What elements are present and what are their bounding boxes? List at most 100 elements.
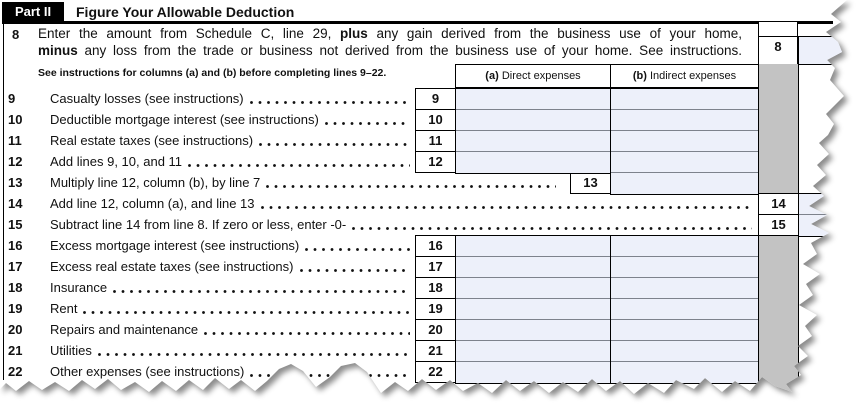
line-8-box-spacer <box>758 22 798 37</box>
line-17-indirect-expense-field[interactable] <box>611 257 758 278</box>
line-16-indirect-expense-field[interactable] <box>611 236 758 257</box>
line-22-indirect-expense-field[interactable] <box>611 362 758 383</box>
column-a-label: Direct expenses <box>501 70 581 82</box>
line-16-direct-expense-field[interactable] <box>456 236 610 257</box>
dot-leader <box>83 311 410 314</box>
line-8-text-line: Enter the amount from Schedule C, line 2… <box>38 25 742 42</box>
line-20-indirect-expense-field[interactable] <box>611 320 758 341</box>
entry-column <box>455 235 611 384</box>
line-19-indirect-expense-field[interactable] <box>611 299 758 320</box>
line-10-direct-expense-field[interactable] <box>456 110 610 131</box>
entry-column <box>798 193 847 237</box>
line-8-bold-word: plus <box>340 26 368 41</box>
row-label-10: Deductible mortgage interest (see instru… <box>50 112 319 127</box>
columns-instruction-note: See instructions for columns (a) and (b)… <box>38 67 387 79</box>
row-number-17: 17 <box>8 259 23 274</box>
row-number-12: 12 <box>8 154 23 169</box>
row-label-12: Add lines 9, 10, and 11 <box>50 154 183 169</box>
line-10-indirect-expense-field[interactable] <box>611 110 758 131</box>
row-label-wrap-9: Casualty losses (see instructions) <box>50 88 410 109</box>
line-9-indirect-expense-field[interactable] <box>611 89 758 110</box>
row-label-wrap-20: Repairs and maintenance <box>50 319 410 340</box>
line-18-box-number: 18 <box>415 277 456 299</box>
form-left-border <box>3 24 4 380</box>
line-11-direct-expense-field[interactable] <box>456 131 610 152</box>
row-label-14: Add line 12, column (a), and line 13 <box>50 196 255 211</box>
line-21-indirect-expense-field[interactable] <box>611 341 758 362</box>
line-8-text-segment: Enter the amount from Schedule C, line 2… <box>38 26 341 41</box>
row-label-wrap-22: Other expenses (see instructions) <box>50 361 410 382</box>
row-label-9: Casualty losses (see instructions) <box>50 91 244 106</box>
line-11-indirect-expense-field[interactable] <box>611 131 758 152</box>
line-17-box-number: 17 <box>415 256 456 278</box>
line-17-direct-expense-field[interactable] <box>456 257 610 278</box>
part-title: Figure Your Allowable Deduction <box>76 4 295 20</box>
line-8-text-segment: any loss from the trade or business not … <box>77 43 742 58</box>
line-10-box-number: 10 <box>415 109 456 131</box>
line-15-amount-field[interactable] <box>799 215 847 236</box>
line-22-box-number: 22 <box>415 361 456 383</box>
row-number-11: 11 <box>8 133 22 148</box>
dot-leader <box>250 374 410 377</box>
line-18-indirect-expense-field[interactable] <box>611 278 758 299</box>
line-9-direct-expense-field[interactable] <box>456 89 610 110</box>
row-label-wrap-11: Real estate taxes (see instructions) <box>50 130 410 151</box>
line-8-number: 8 <box>12 27 20 42</box>
entry-column <box>610 235 759 384</box>
entry-column <box>610 88 759 195</box>
shaded-column-lower <box>758 235 799 394</box>
line-20-direct-expense-field[interactable] <box>456 320 610 341</box>
line-13-box-number: 13 <box>570 172 611 194</box>
row-number-9: 9 <box>8 91 16 106</box>
line-13-indirect-expense-field[interactable] <box>611 173 758 194</box>
row-label-wrap-10: Deductible mortgage interest (see instru… <box>50 109 410 130</box>
dot-leader <box>352 227 752 230</box>
row-label-21: Utilities <box>50 343 92 358</box>
row-number-21: 21 <box>8 343 23 358</box>
column-header-indirect: (b) Indirect expenses <box>610 64 759 88</box>
column-b-prefix: (b) <box>632 70 647 82</box>
row-label-wrap-15: Subtract line 14 from line 8. If zero or… <box>50 214 752 235</box>
line-8-text-line: minus any loss from the trade or busines… <box>38 42 742 59</box>
line-8-amount-field[interactable] <box>798 36 847 65</box>
row-label-wrap-21: Utilities <box>50 340 410 361</box>
part-label: Part II <box>14 4 52 19</box>
line-9-box-number: 9 <box>415 88 456 110</box>
line-19-box-number: 19 <box>415 298 456 320</box>
line-12-direct-expense-field[interactable] <box>456 152 610 173</box>
line-18-direct-expense-field[interactable] <box>456 278 610 299</box>
line-11-box-number: 11 <box>415 130 456 152</box>
line-20-box-number: 20 <box>415 319 456 341</box>
row-number-19: 19 <box>8 301 23 316</box>
row-label-wrap-18: Insurance <box>50 277 410 298</box>
row-label-wrap-14: Add line 12, column (a), and line 13 <box>50 193 752 214</box>
row-label-15: Subtract line 14 from line 8. If zero or… <box>50 217 347 232</box>
line-22-direct-expense-field[interactable] <box>456 362 610 383</box>
row-number-16: 16 <box>8 238 23 253</box>
dot-leader <box>305 248 410 251</box>
dot-leader <box>113 290 410 293</box>
dot-leader <box>260 206 752 209</box>
line-21-direct-expense-field[interactable] <box>456 341 610 362</box>
row-number-20: 20 <box>8 322 23 337</box>
dot-leader <box>299 269 410 272</box>
row-number-10: 10 <box>8 112 23 127</box>
line-15-box-number: 15 <box>758 214 799 236</box>
dot-leader <box>249 101 410 104</box>
line-19-direct-expense-field[interactable] <box>456 299 610 320</box>
line-12-indirect-expense-field[interactable] <box>611 152 758 173</box>
row-label-18: Insurance <box>50 280 108 295</box>
line-14-amount-field[interactable] <box>799 194 847 215</box>
column-b-label: Indirect expenses <box>649 70 737 82</box>
row-label-20: Repairs and maintenance <box>50 322 199 337</box>
column-a-prefix: (a) <box>485 70 499 82</box>
row-label-13: Multiply line 12, column (b), by line 7 <box>50 175 261 190</box>
dot-leader <box>97 353 410 356</box>
dot-leader <box>204 332 410 335</box>
dot-leader <box>188 164 410 167</box>
line-8-box-number: 8 <box>758 36 798 65</box>
dot-leader <box>266 185 556 188</box>
